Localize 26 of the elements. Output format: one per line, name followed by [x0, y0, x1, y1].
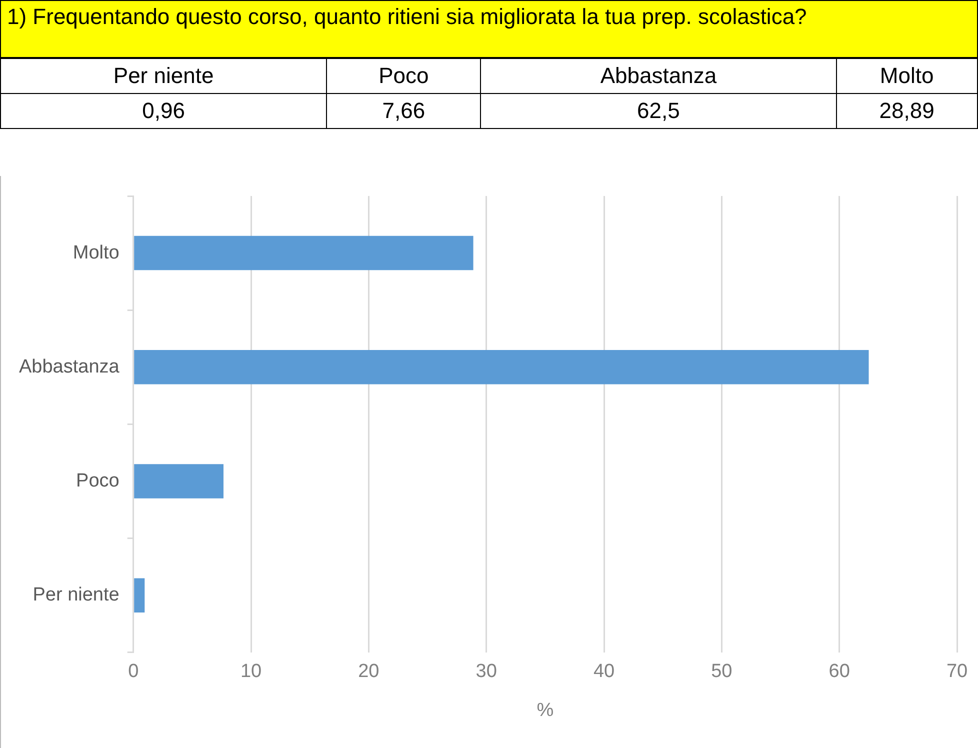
- text: Molto: [836, 58, 978, 94]
- text: Abbastanza: [480, 58, 836, 94]
- x-tick-label: 30: [476, 661, 497, 682]
- x-tick-label: 50: [711, 661, 732, 682]
- x-tick-label: 70: [946, 661, 968, 682]
- x-tick-label: 20: [358, 661, 380, 682]
- y-tick-label: Per niente: [32, 584, 120, 606]
- x-axis-title: %: [536, 700, 554, 721]
- chart-title: 1) Frequentando questo corso, quanto ritieni sia migliorata la tua prep. scolastica?: [0, 0, 978, 58]
- text: Poco: [326, 58, 481, 94]
- bar: [134, 350, 869, 384]
- x-tick-label: 40: [593, 661, 615, 682]
- text: 0,96: [0, 94, 327, 128]
- bar: [134, 464, 224, 498]
- text: Per niente: [0, 58, 327, 94]
- x-tick-label: 0: [128, 661, 139, 682]
- text: 62,5: [480, 94, 836, 128]
- text: 28,89: [836, 94, 978, 128]
- y-tick-label: Molto: [72, 242, 120, 264]
- x-tick-label: 10: [240, 661, 262, 682]
- y-tick-label: Poco: [76, 470, 120, 492]
- text: 7,66: [326, 94, 481, 128]
- bar: [134, 236, 474, 270]
- y-tick-label: Abbastanza: [18, 356, 120, 378]
- bar: [134, 578, 145, 612]
- x-tick-label: 60: [828, 661, 850, 682]
